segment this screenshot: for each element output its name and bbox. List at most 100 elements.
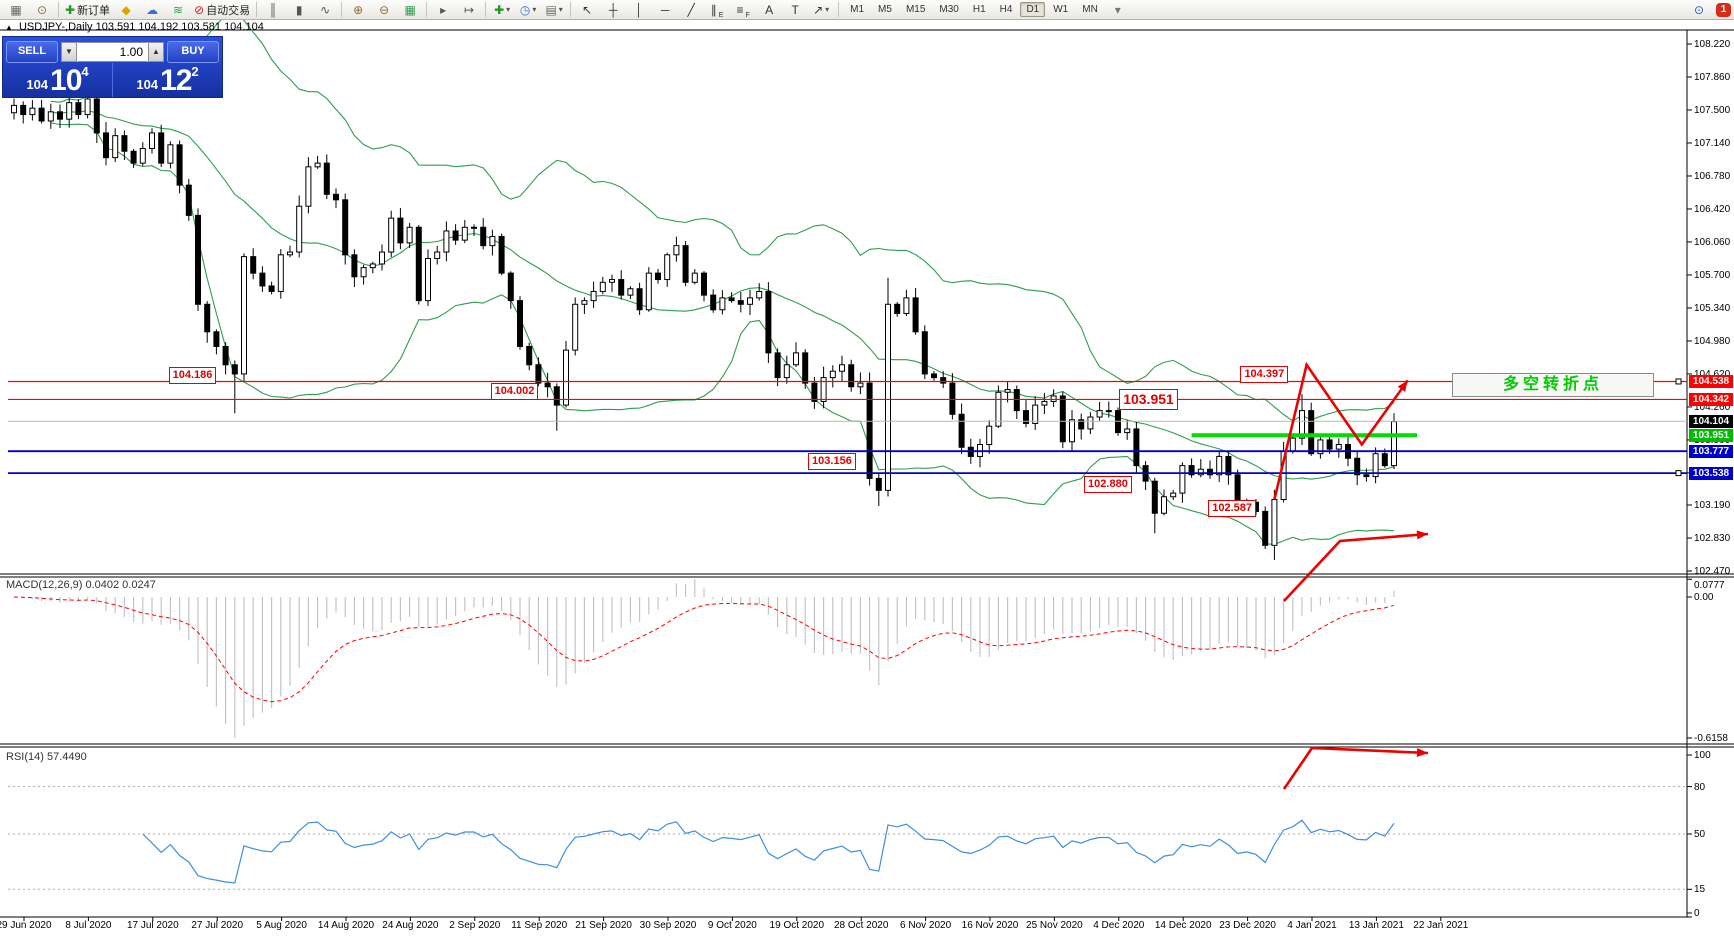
- candle-body: [949, 382, 956, 415]
- price-callout-104.002[interactable]: 104.002: [490, 383, 539, 401]
- signals-button[interactable]: ≋: [173, 2, 184, 17]
- timeframe-m15[interactable]: M15: [905, 4, 926, 15]
- candle-body: [277, 254, 284, 292]
- arrows-tool-button[interactable]: ↗ ▾: [813, 2, 830, 17]
- timeframe-group: M1 M5 M15 M30 H1 H4 D1 W1 MN: [838, 2, 1105, 17]
- macd-tick-label: 0.00: [1694, 592, 1714, 603]
- price-tick-label: 102.470: [1694, 565, 1731, 577]
- price-badge: 103.951: [1689, 428, 1733, 442]
- volume-down-button[interactable]: ▼: [61, 41, 77, 62]
- candle-body: [1262, 510, 1269, 546]
- candle-body: [480, 226, 487, 247]
- candle-body: [572, 303, 579, 351]
- templates-button[interactable]: ▤ ▾: [545, 2, 563, 17]
- candle-body: [231, 364, 238, 375]
- price-callout-104.397[interactable]: 104.397: [1240, 365, 1289, 383]
- equidistant-channel-button[interactable]: ∥ E: [710, 2, 724, 19]
- timeframe-mn[interactable]: MN: [1082, 4, 1098, 15]
- horizontal-line-button[interactable]: ─: [660, 2, 670, 17]
- price-tick-label: 102.830: [1694, 533, 1731, 544]
- price-callout-103.951[interactable]: 103.951: [1119, 388, 1178, 410]
- price-callout-103.156[interactable]: 103.156: [808, 453, 856, 471]
- candle-body: [112, 135, 119, 159]
- candle-body: [425, 257, 431, 302]
- search-button[interactable]: ⊙: [1693, 2, 1705, 17]
- new-order-button[interactable]: ✚ 新订单: [65, 2, 111, 17]
- one-click-trading-panel: SELL ▼ ▲ BUY 104 10 4 104 12 2: [2, 36, 223, 98]
- candle-body: [507, 272, 514, 302]
- trendline-button[interactable]: ╱: [687, 2, 695, 17]
- buy-price-display[interactable]: 104 12 2: [113, 63, 222, 97]
- new-chart-button[interactable]: ▦: [10, 2, 22, 17]
- candle-body: [627, 288, 634, 296]
- rsi-tick-label: 0: [1694, 908, 1700, 919]
- candle-body: [664, 254, 671, 281]
- candle-body: [1105, 410, 1112, 413]
- candle-body: [636, 288, 643, 311]
- zoom-out-button[interactable]: ⊖: [379, 2, 390, 17]
- candle-body: [379, 251, 385, 265]
- autotrading-button[interactable]: ⊘ 自动交易: [194, 2, 251, 17]
- auto-scroll-button[interactable]: ▸: [440, 2, 447, 17]
- timeframe-m5[interactable]: M5: [878, 4, 892, 15]
- timeframe-h4[interactable]: H4: [999, 4, 1013, 15]
- timeframe-m1[interactable]: M1: [850, 4, 865, 15]
- price-callout-102.880[interactable]: 102.880: [1084, 475, 1132, 493]
- candle-body: [103, 132, 109, 159]
- candle-body: [195, 214, 201, 305]
- candle-body: [1317, 439, 1324, 455]
- candle-body: [829, 370, 836, 379]
- periods-button[interactable]: ◷ ▾: [519, 2, 537, 17]
- notifications-button[interactable]: 1: [1716, 2, 1731, 17]
- candle-body: [839, 364, 845, 372]
- indicators-button[interactable]: ✚ ▾: [494, 2, 511, 17]
- sell-price-head: 104: [26, 77, 49, 92]
- turning-point-annotation[interactable]: 多空转折点: [1452, 373, 1654, 397]
- price-callout-104.186[interactable]: 104.186: [168, 366, 217, 384]
- crosshair-button[interactable]: ┼: [608, 2, 618, 17]
- tile-windows-button[interactable]: ▦: [404, 2, 416, 17]
- candle-body: [1023, 410, 1029, 424]
- zoom-in-button[interactable]: ⊕: [353, 2, 364, 17]
- vertical-line-button[interactable]: │: [635, 2, 643, 17]
- sell-price-display[interactable]: 104 10 4: [3, 63, 113, 97]
- price-tick-label: 105.340: [1694, 302, 1731, 314]
- sell-button[interactable]: SELL: [6, 40, 58, 63]
- volume-input[interactable]: [77, 41, 148, 62]
- buy-button[interactable]: BUY: [167, 40, 219, 63]
- bars-chart-button[interactable]: ║: [268, 2, 278, 17]
- candle-body: [894, 303, 901, 314]
- candle-body: [158, 132, 165, 164]
- macd-trend-arrow: [1283, 532, 1429, 602]
- candle-body: [1188, 465, 1195, 476]
- toolbar-overflow-button[interactable]: ▾: [1114, 2, 1121, 17]
- candle-body: [1004, 389, 1011, 393]
- text-label-button[interactable]: T: [791, 2, 799, 17]
- price-tick-label: 106.060: [1694, 236, 1731, 248]
- candle-body: [765, 290, 772, 354]
- timeframe-d1[interactable]: D1: [1020, 2, 1046, 17]
- line-chart-button[interactable]: ∿: [320, 2, 331, 17]
- chart-shift-button[interactable]: ↦: [464, 2, 475, 17]
- candle-body: [1354, 457, 1361, 476]
- cursor-button[interactable]: ↖: [582, 2, 593, 17]
- volume-up-button[interactable]: ▲: [148, 41, 164, 62]
- community-button[interactable]: ☁: [146, 2, 159, 17]
- rsi-tick-label: 15: [1694, 884, 1706, 896]
- timeframe-m30[interactable]: M30: [939, 4, 959, 15]
- fibonacci-button[interactable]: ≡ F: [736, 2, 750, 19]
- price-callout-102.587[interactable]: 102.587: [1208, 499, 1256, 517]
- styler-button[interactable]: ◆: [121, 2, 131, 17]
- candlestick-chart-button[interactable]: ▮: [295, 2, 303, 17]
- text-button[interactable]: A: [765, 2, 774, 17]
- price-tick-label: 107.860: [1694, 71, 1731, 83]
- timeframe-w1[interactable]: W1: [1053, 4, 1069, 15]
- candle-body: [29, 107, 36, 116]
- price-tick-label: 108.220: [1694, 39, 1731, 50]
- candle-body: [250, 256, 257, 274]
- timeframe-h1[interactable]: H1: [972, 4, 986, 15]
- candle-body: [360, 267, 367, 278]
- candle-body: [1124, 428, 1131, 434]
- rsi-trend-arrow: [1282, 746, 1429, 790]
- profiles-button[interactable]: ⊙: [36, 2, 48, 17]
